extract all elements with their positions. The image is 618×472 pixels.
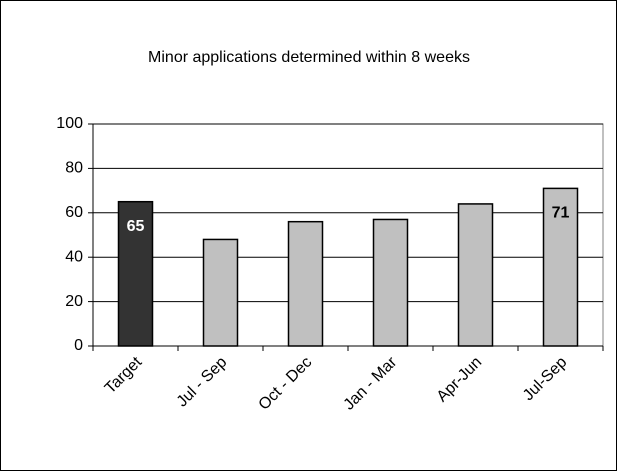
bar [117,200,154,347]
data-label: 65 [127,218,145,235]
y-tick-label: 100 [56,115,83,132]
data-label: 71 [552,205,570,222]
bar [287,220,324,347]
y-tick-label: 0 [74,337,83,354]
bar [202,238,239,347]
chart-title: Minor applications determined within 8 w… [148,49,470,66]
bar [372,218,409,347]
y-tick-label: 80 [65,160,83,177]
bar [457,203,494,347]
y-tick-label: 20 [65,293,83,310]
bar [542,187,579,347]
y-tick-label: 40 [65,248,83,265]
y-tick-label: 60 [65,204,83,221]
